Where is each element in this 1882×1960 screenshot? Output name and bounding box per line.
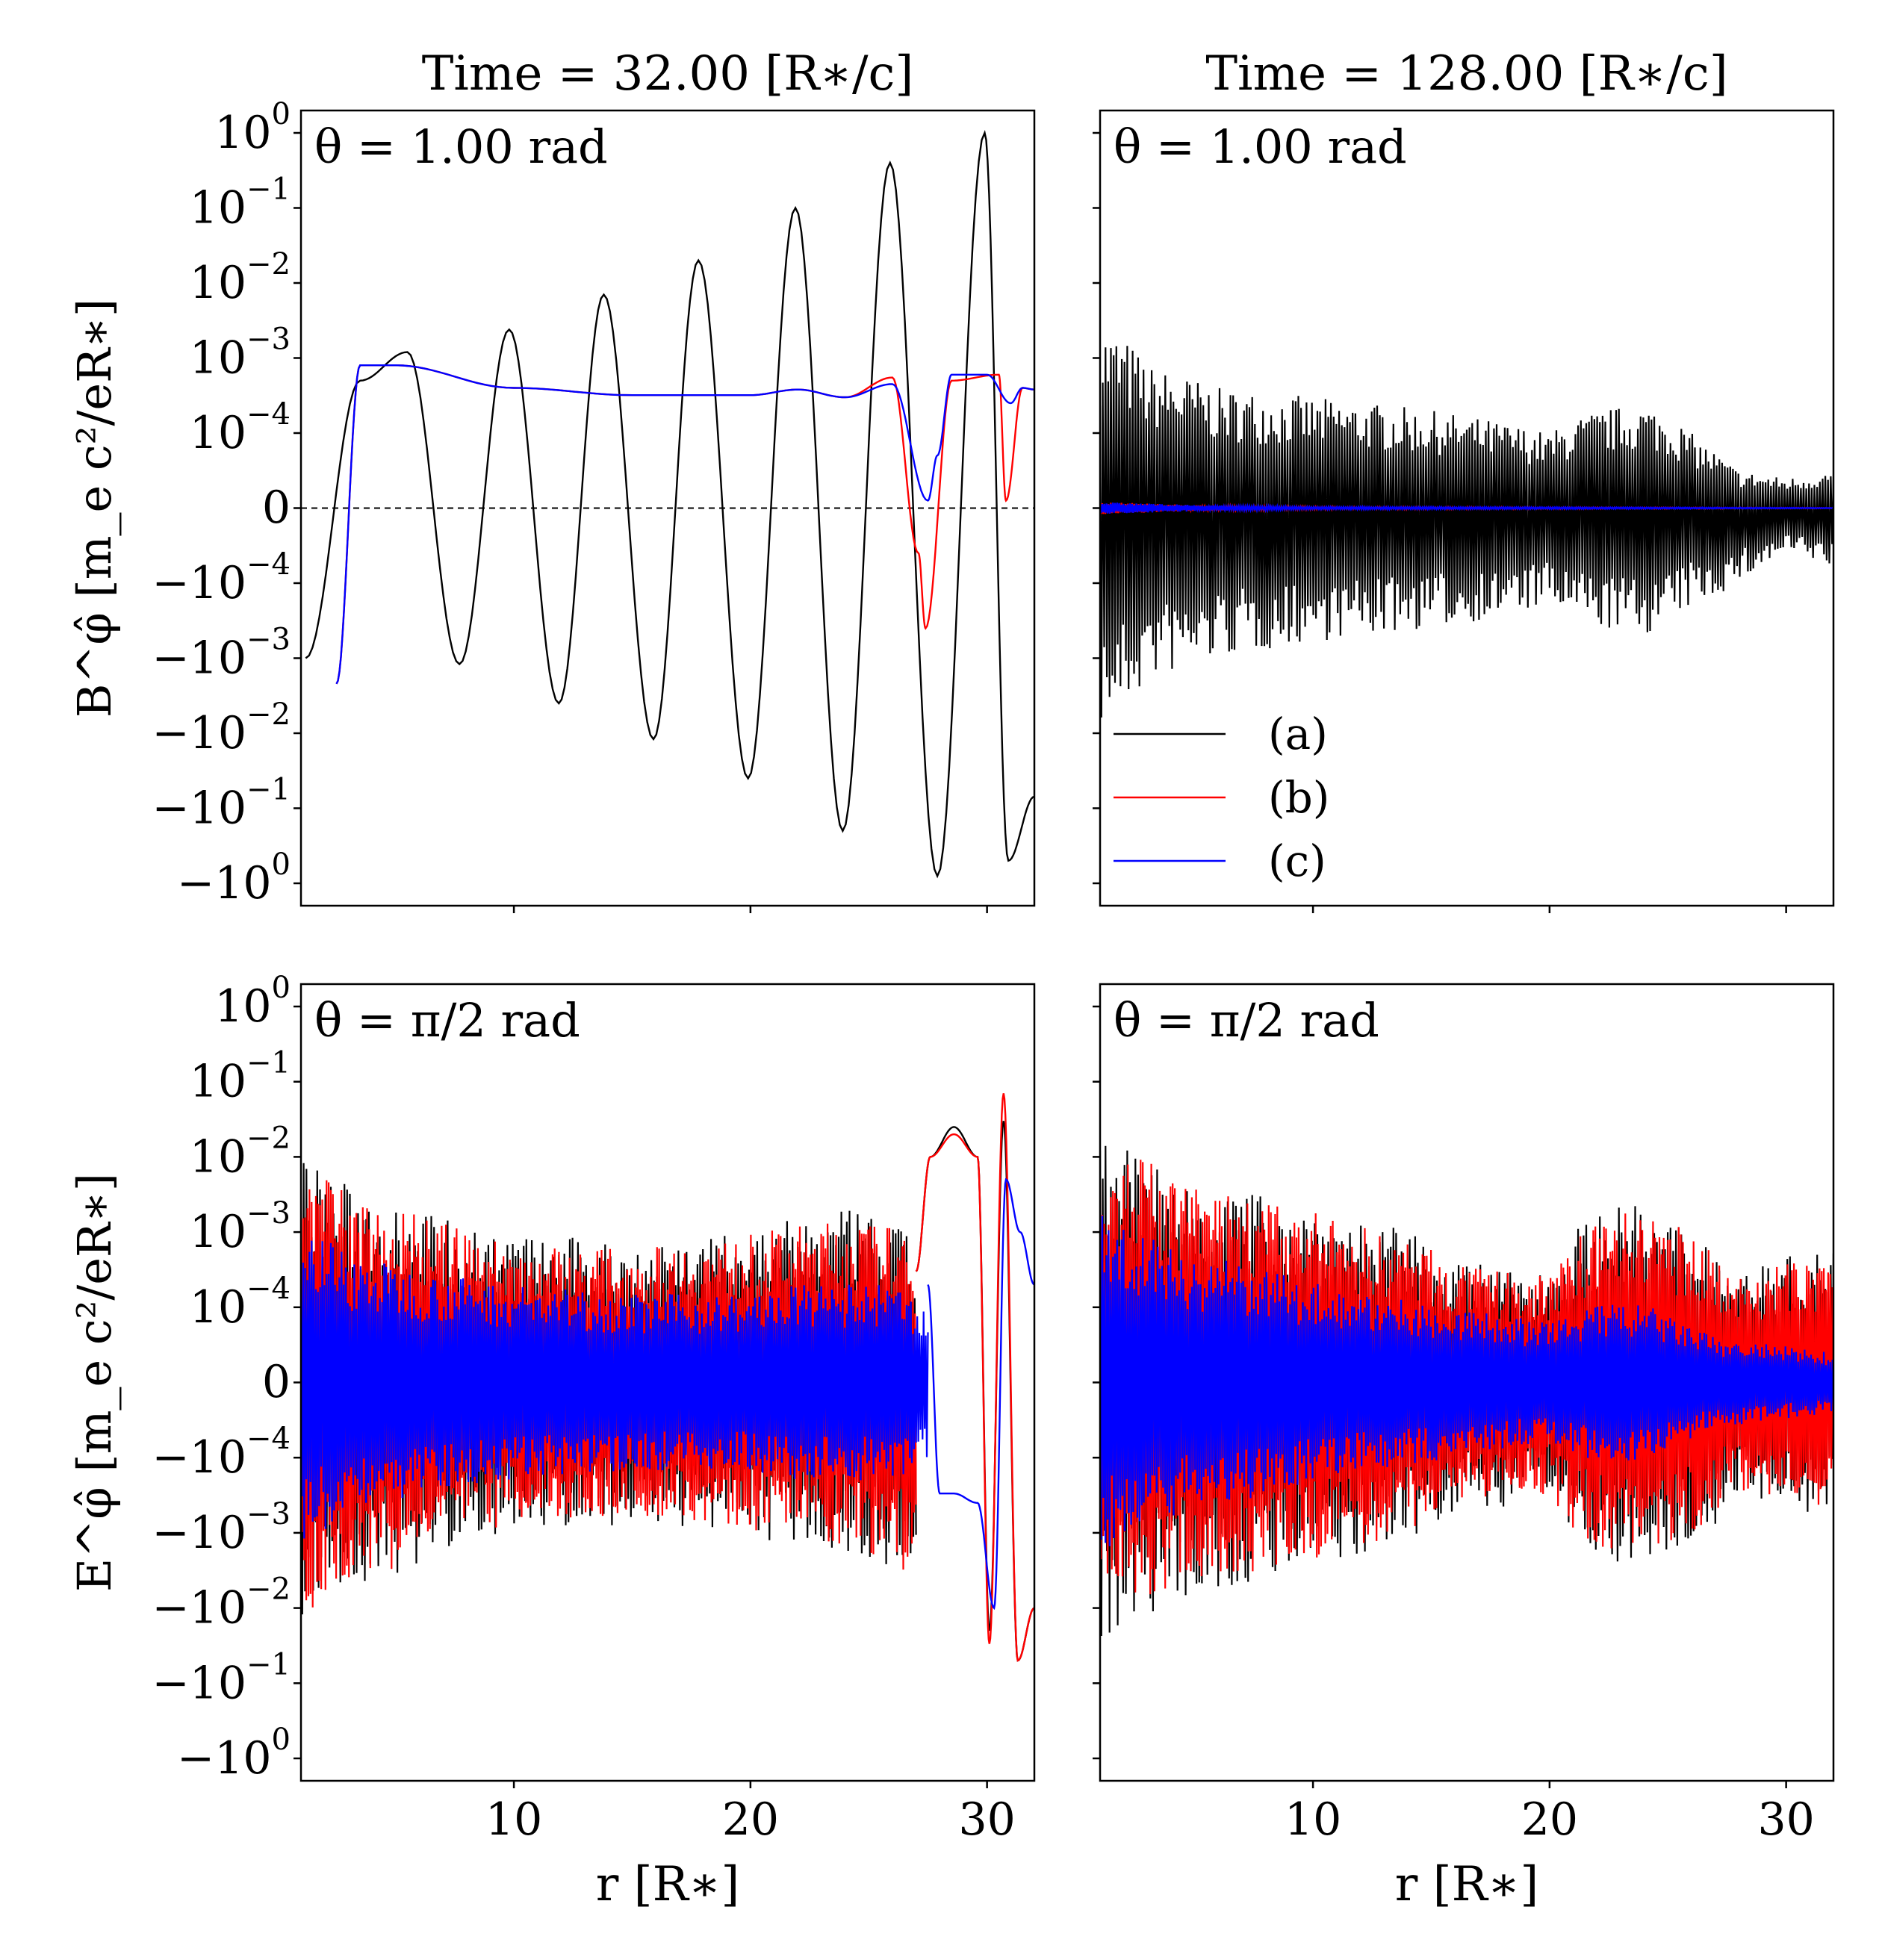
panel-bottom-right: 10 20 30 θ = π/2 rad r [R∗] [1093, 983, 1835, 1912]
ytick-label: 10−2 [190, 247, 291, 309]
plot-area [301, 129, 1034, 879]
y-axis-label: B^φ̂ [m_e c²/eR∗] [67, 299, 122, 718]
xtick-label: 20 [722, 1793, 779, 1846]
panel-bottom-left: 100 10−1 10−2 10−3 10−4 0 −10−4 −10−3 −10−2 −10−1… [67, 971, 1036, 1912]
ytick-label: −10−1 [152, 773, 291, 835]
ytick-label: −10−2 [152, 697, 291, 759]
plot-area [1100, 346, 1833, 718]
panel-annotation: θ = 1.00 rad [314, 119, 608, 174]
ytick-label: 10−3 [190, 1196, 291, 1258]
ytick-label: 10−1 [190, 172, 291, 234]
ytick-label: −10−4 [152, 547, 291, 609]
plot-area [1100, 1145, 1833, 1637]
xtick-label: 10 [1285, 1793, 1341, 1846]
panel-top-left: 100 10−1 10−2 10−3 10−4 0 −10−4 −10−3 −10−2 −10−1… [67, 46, 1036, 913]
ytick-label: −100 [177, 847, 291, 909]
legend-label-c: (c) [1268, 836, 1326, 886]
panel-annotation: θ = π/2 rad [314, 993, 580, 1048]
series-btail-line [915, 1093, 1034, 1662]
series-ctail-line [927, 1177, 1034, 1611]
x-axis-label: r [R∗] [596, 1857, 740, 1912]
ytick-label: −10−4 [152, 1422, 291, 1484]
ytick-label: −10−1 [152, 1647, 291, 1709]
legend: (a) (b) (c) [1114, 709, 1329, 886]
ytick-label: 0 [262, 482, 291, 534]
ytick-label: −10−3 [152, 1497, 291, 1559]
plot-area [301, 1093, 1034, 1662]
ytick-label: 10−4 [190, 1272, 291, 1334]
panel-top-right: θ = 1.00 rad Time = 128.00 [R∗/c] (a) (b) (c… [1093, 46, 1835, 913]
series-c-line [301, 1240, 929, 1539]
series-b-line [335, 364, 1034, 685]
ytick-label: 10−1 [190, 1046, 291, 1108]
y-axis-label: E^φ̂ [m_e c²/eR∗] [67, 1173, 122, 1592]
ytick-label: −10−2 [152, 1572, 291, 1634]
series-a-line [305, 129, 1034, 879]
xtick-label: 30 [1757, 1793, 1814, 1846]
ytick-label: 100 [214, 971, 291, 1033]
legend-label-a: (a) [1268, 709, 1328, 759]
ytick-label: 10−4 [190, 397, 291, 459]
legend-label-b: (b) [1268, 772, 1329, 823]
panel-title: Time = 128.00 [R∗/c] [1205, 46, 1727, 102]
series-c-line [335, 364, 1034, 685]
x-axis-label: r [R∗] [1395, 1857, 1539, 1912]
series-c-line [1100, 1216, 1833, 1546]
series-a-line [1100, 346, 1833, 718]
xtick-label: 20 [1521, 1793, 1578, 1846]
ytick-label: 10−3 [190, 323, 291, 385]
ytick-label: −10−3 [152, 623, 291, 685]
ytick-label: 100 [214, 97, 291, 159]
panel-title: Time = 32.00 [R∗/c] [422, 46, 914, 102]
xtick-label: 30 [958, 1793, 1015, 1846]
panel-annotation: θ = π/2 rad [1114, 993, 1379, 1048]
ytick-label: 10−2 [190, 1121, 291, 1183]
series-c-line [1100, 503, 1833, 514]
ytick-label: −100 [177, 1723, 291, 1785]
ytick-label: 0 [262, 1356, 291, 1408]
xtick-label: 10 [485, 1793, 542, 1846]
panel-annotation: θ = 1.00 rad [1114, 119, 1407, 174]
